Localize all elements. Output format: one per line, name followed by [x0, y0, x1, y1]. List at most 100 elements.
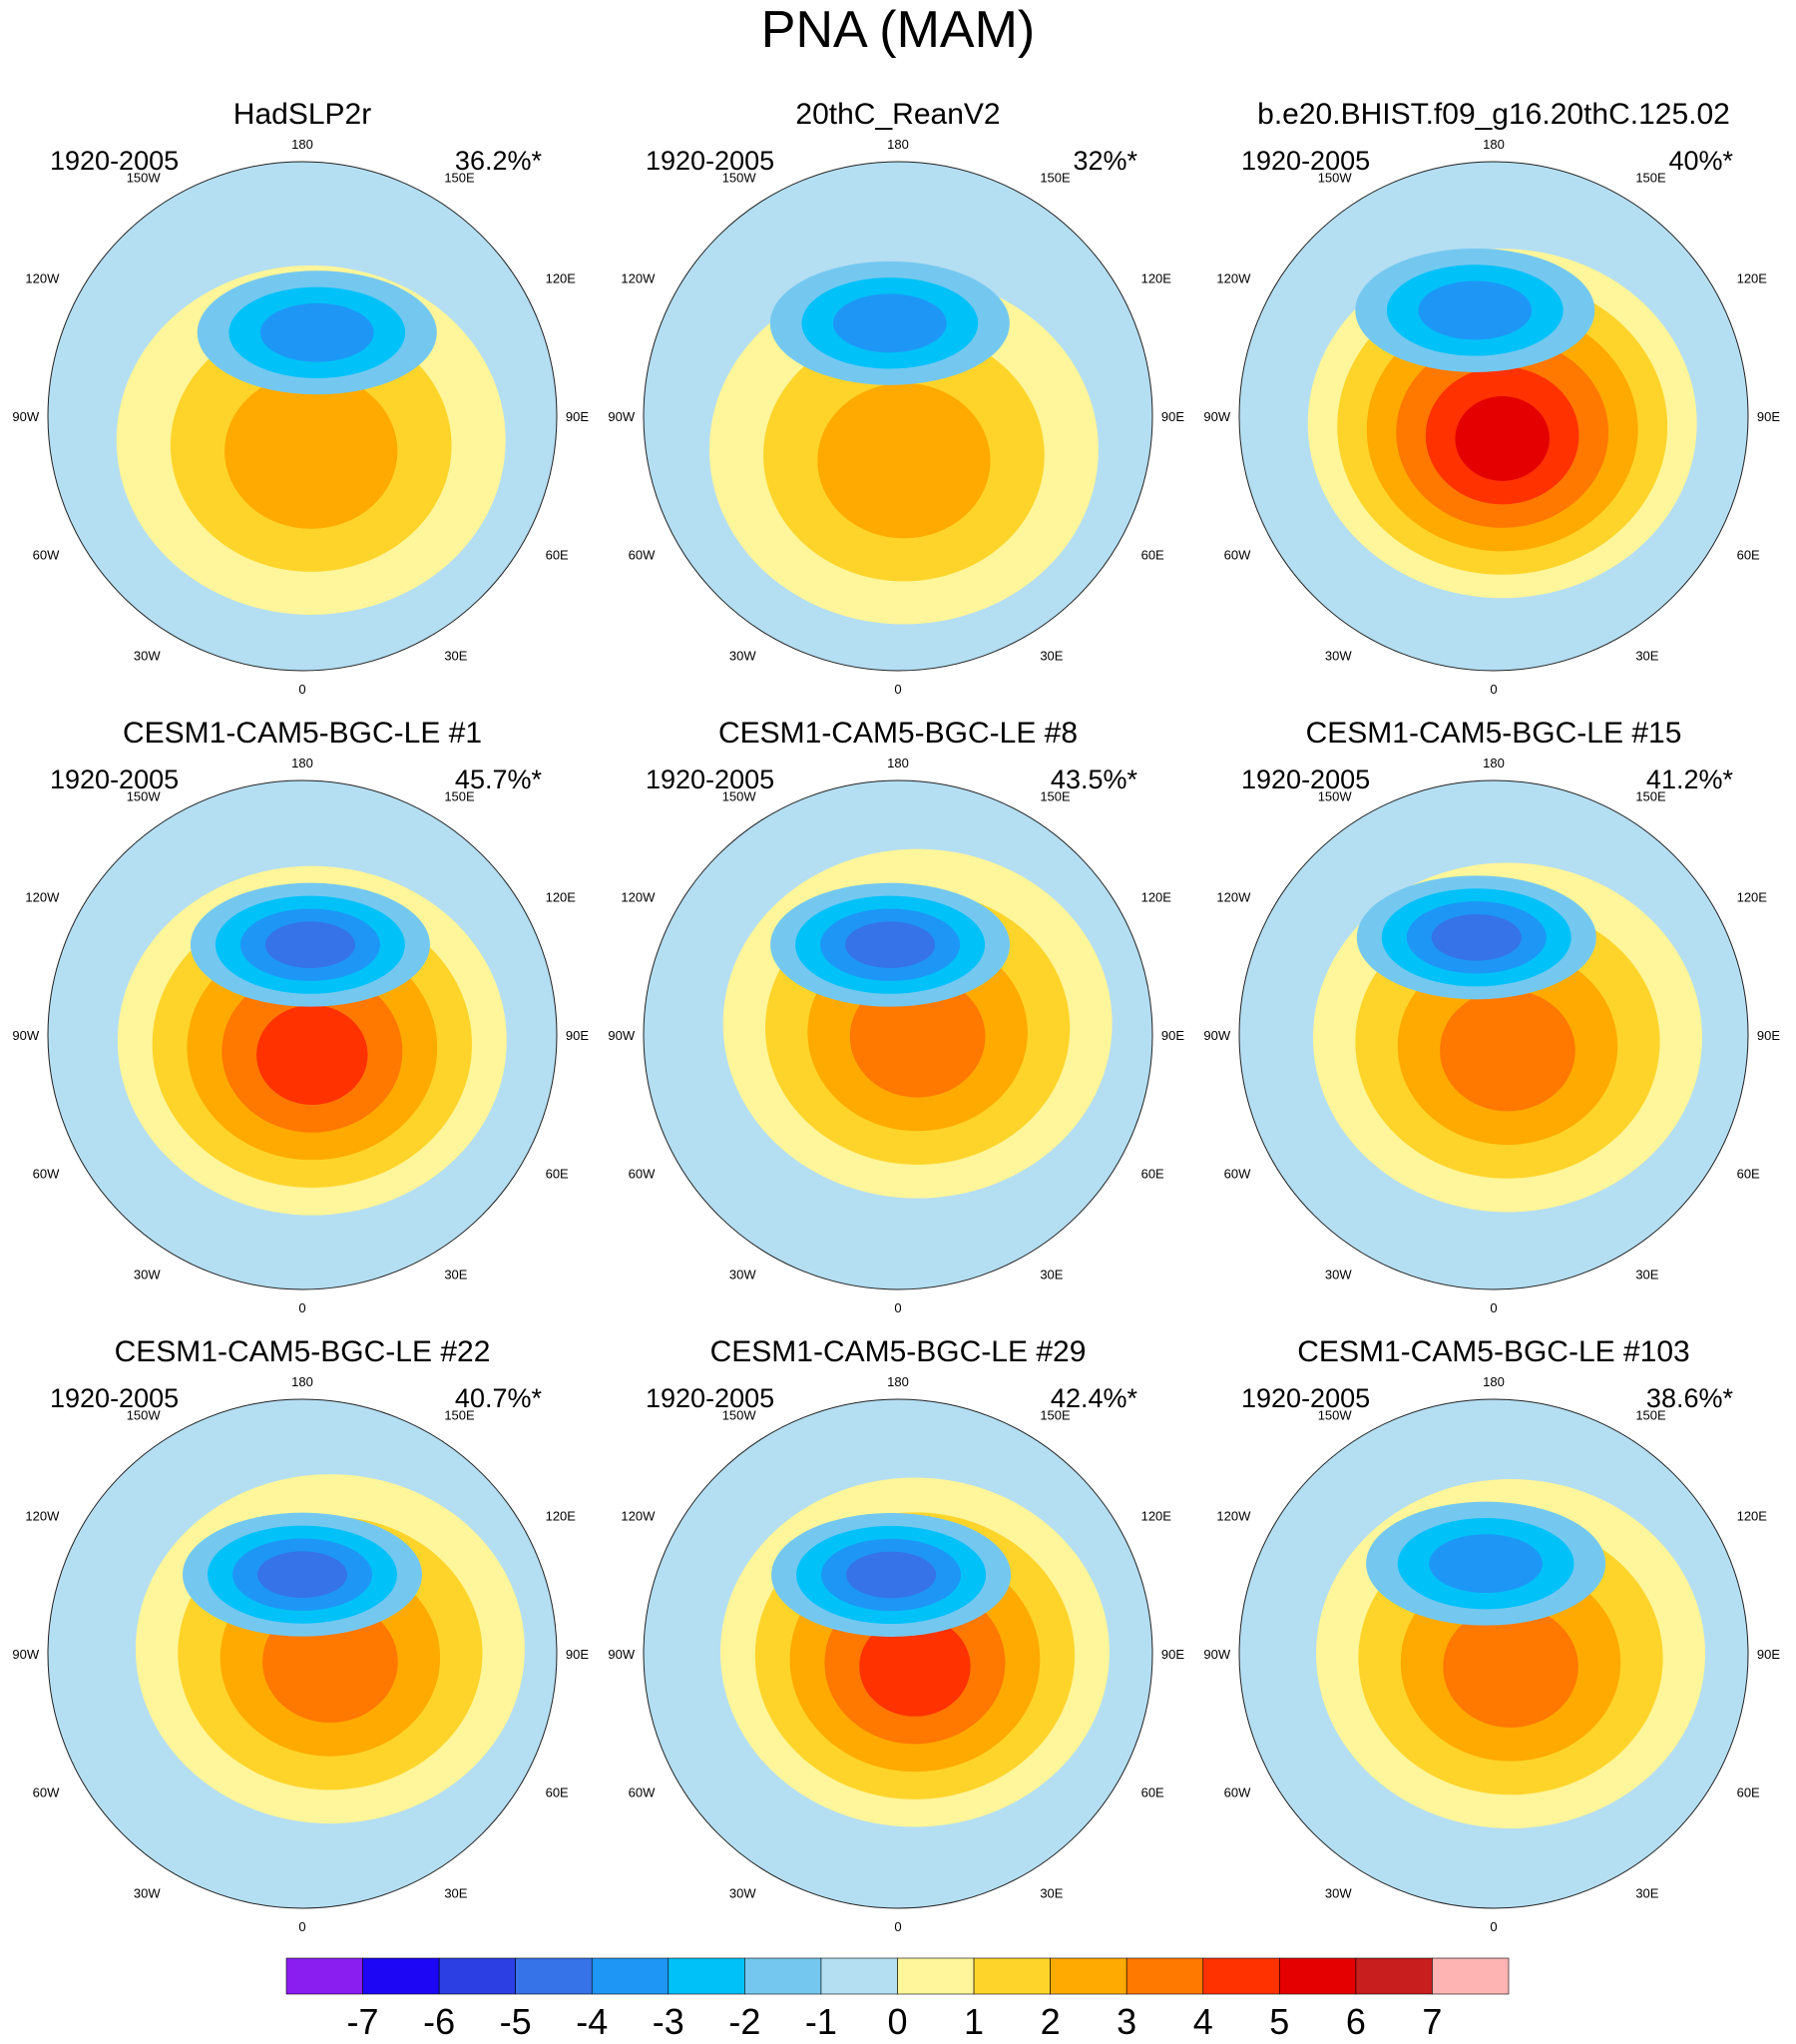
polar-map: 180 150E 120E 90E 60E 30E 0 30W 60W 90W 120W 150W	[608, 1374, 1184, 1934]
longitude-label: 60W	[33, 1785, 60, 1799]
panel-period: 1920-2005	[50, 146, 180, 176]
panel-title: CESM1-CAM5-BGC-LE #15	[1305, 717, 1682, 750]
panel-title: 20thC_ReanV2	[795, 98, 1001, 131]
longitude-label: 90W	[608, 1647, 635, 1662]
longitude-label: 120E	[1141, 890, 1172, 905]
longitude-label: 180	[1483, 756, 1505, 770]
colorbar-swatch	[1432, 1957, 1510, 1995]
map-panel: CESM1-CAM5-BGC-LE #1 1920-2005 45.7%* 180 15…	[3, 714, 602, 1332]
longitude-label: 90E	[566, 409, 589, 424]
longitude-label: 30E	[1040, 649, 1063, 664]
panel-period: 1920-2005	[646, 146, 775, 176]
colorbar-tick-label: -4	[576, 2001, 608, 2042]
longitude-label: 120E	[546, 1509, 577, 1524]
longitude-label: 150W	[722, 788, 757, 803]
longitude-label: 60W	[33, 1166, 60, 1181]
panel-title: CESM1-CAM5-BGC-LE #29	[709, 1335, 1087, 1368]
longitude-label: 120W	[621, 890, 656, 905]
polar-map: 180 150E 120E 90E 60E 30E 0 30W 60W 90W 120W 150W	[12, 137, 589, 697]
colorbar-swatch	[668, 1957, 745, 1995]
panel-title: CESM1-CAM5-BGC-LE #1	[122, 717, 483, 750]
longitude-label: 90E	[1757, 409, 1780, 424]
map-boundary	[1238, 161, 1749, 672]
longitude-label: 0	[894, 1919, 901, 1934]
longitude-label: 30E	[444, 1268, 467, 1282]
longitude-label: 0	[894, 1300, 901, 1315]
low-contour-3	[1418, 280, 1533, 340]
colorbar-tick-label: -1	[805, 2001, 837, 2042]
longitude-label: 30W	[1325, 1886, 1352, 1901]
panel-variance: 40.7%*	[454, 1383, 542, 1413]
map-boundary	[47, 161, 558, 672]
longitude-label: 120E	[546, 271, 577, 286]
longitude-label: 0	[298, 1300, 305, 1315]
panel-period: 1920-2005	[646, 765, 775, 794]
panel-period: 1920-2005	[1241, 146, 1371, 176]
longitude-label: 150E	[1635, 170, 1666, 185]
longitude-label: 150E	[1635, 1407, 1666, 1422]
map-boundary	[643, 1398, 1153, 1909]
longitude-label: 180	[291, 137, 313, 152]
longitude-label: 90E	[1161, 1028, 1184, 1043]
panel-variance: 45.7%*	[454, 765, 542, 794]
longitude-label: 150E	[444, 788, 475, 803]
longitude-label: 60E	[546, 547, 569, 562]
longitude-label: 30E	[444, 649, 467, 664]
longitude-label: 60E	[1737, 1785, 1760, 1799]
longitude-label: 120W	[1216, 271, 1251, 286]
high-contour-4	[256, 1004, 368, 1105]
colorbar-swatch	[1355, 1957, 1433, 1995]
high-contour-5	[1455, 396, 1550, 481]
longitude-label: 30W	[729, 649, 756, 664]
map-panel: 20thC_ReanV2 1920-2005 32%* 180 150E 120E 90E 6…	[599, 95, 1197, 714]
panel-title: HadSLP2r	[232, 98, 372, 131]
longitude-label: 120E	[1737, 890, 1768, 905]
colorbar-swatch	[1202, 1957, 1280, 1995]
polar-map: 180 150E 120E 90E 60E 30E 0 30W 60W 90W 120W 150W	[1203, 1374, 1780, 1934]
colorbar-swatch	[820, 1957, 898, 1995]
longitude-label: 150W	[127, 788, 162, 803]
longitude-label: 90E	[1757, 1028, 1780, 1043]
longitude-label: 30E	[1635, 649, 1658, 664]
longitude-label: 90W	[1203, 1647, 1230, 1662]
longitude-label: 90E	[566, 1647, 589, 1662]
longitude-label: 0	[1490, 682, 1497, 697]
colorbar-tick-label: -7	[347, 2001, 379, 2042]
colorbar-tick-label: 7	[1422, 2001, 1442, 2042]
colorbar-tick-label: -2	[728, 2001, 760, 2042]
longitude-label: 150W	[722, 1407, 757, 1422]
longitude-label: 0	[1490, 1300, 1497, 1315]
longitude-label: 90W	[12, 1028, 39, 1043]
longitude-label: 30W	[1325, 1268, 1352, 1282]
longitude-label: 90E	[566, 1028, 589, 1043]
low-contour-3	[1429, 1534, 1543, 1594]
high-contour-2	[224, 373, 398, 529]
polar-map: 180 150E 120E 90E 60E 30E 0 30W 60W 90W 120W 150W	[12, 1374, 589, 1934]
map-panel: b.e20.BHIST.f09_g16.20thC.125.02 1920-200…	[1194, 95, 1793, 714]
panel-variance: 38.6%*	[1645, 1383, 1733, 1413]
longitude-label: 180	[291, 1374, 313, 1389]
panel-title: b.e20.BHIST.f09_g16.20thC.125.02	[1257, 98, 1730, 131]
longitude-label: 120W	[621, 271, 656, 286]
colorbar-swatch	[438, 1957, 516, 1995]
colorbar-tick-label: 4	[1193, 2001, 1213, 2042]
low-contour-4	[846, 1551, 937, 1599]
longitude-label: 60W	[629, 1166, 656, 1181]
longitude-label: 60W	[1224, 1785, 1251, 1799]
polar-map: 180 150E 120E 90E 60E 30E 0 30W 60W 90W 120W 150W	[608, 137, 1184, 697]
polar-map: 180 150E 120E 90E 60E 30E 0 30W 60W 90W 120W 150W	[12, 756, 589, 1315]
longitude-label: 60E	[1737, 1166, 1760, 1181]
polar-map: 180 150E 120E 90E 60E 30E 0 30W 60W 90W 120W 150W	[608, 756, 1184, 1315]
colorbar-tick-label: -3	[653, 2001, 684, 2042]
longitude-label: 180	[887, 1374, 909, 1389]
longitude-label: 90W	[12, 1647, 39, 1662]
low-contour-4	[257, 1551, 347, 1598]
panel-title: CESM1-CAM5-BGC-LE #8	[717, 717, 1079, 750]
longitude-label: 0	[298, 682, 305, 697]
longitude-label: 30W	[729, 1886, 756, 1901]
longitude-label: 180	[1483, 1374, 1505, 1389]
high-contour-2	[817, 382, 991, 539]
longitude-label: 90W	[608, 1028, 635, 1043]
colorbar-tick-label: -6	[423, 2001, 455, 2042]
panel-variance: 43.5%*	[1050, 765, 1137, 794]
